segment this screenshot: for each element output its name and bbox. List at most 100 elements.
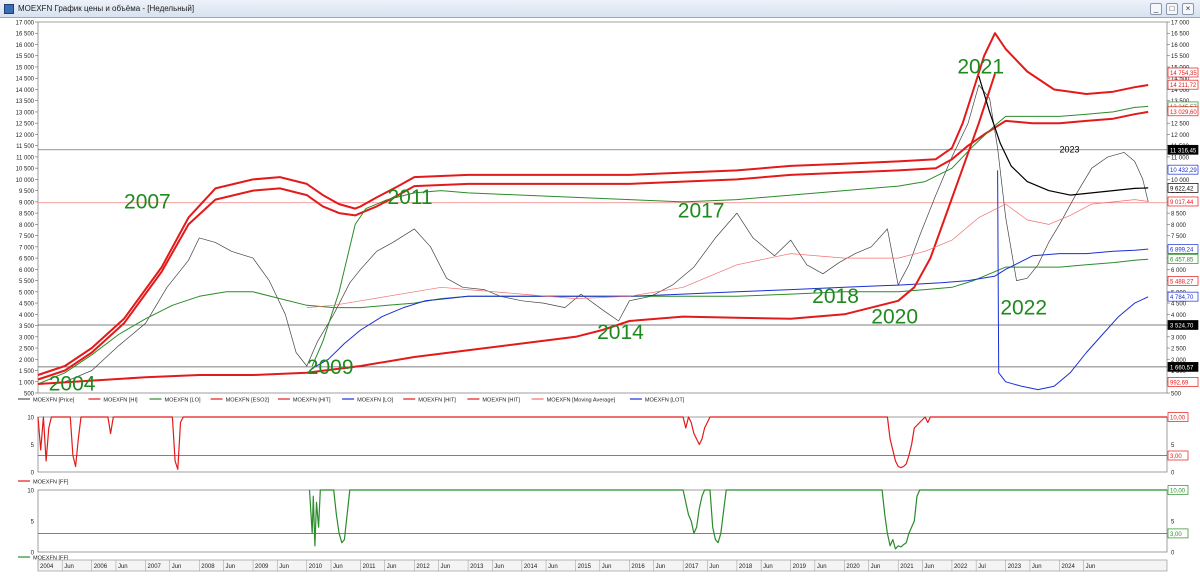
x-tick-label: 2009 [255,564,269,570]
main-pane-frame [37,21,1168,394]
x-tick-label: 2019 [793,564,807,570]
osc-y-tick-label-left: 0 [31,551,35,557]
y-tick-label-left: 5 000 [19,290,35,296]
x-tick-label: 2014 [524,564,538,570]
y-tick-label-left: 8 000 [19,223,35,229]
x-tick-label: Jun [871,564,881,570]
y-tick-label-right: 8 000 [1171,223,1187,229]
legend-entry: MOEXFN [HIT] [418,397,456,403]
price-badge [1167,144,1199,155]
y-tick-label-right: 8 500 [1171,212,1187,218]
price-badge-label: 992,69 [1170,380,1189,386]
x-tick-label: Jun [225,564,235,570]
y-tick-label-right: 7 500 [1171,234,1187,240]
osc-badge-label: 3,00 [1170,454,1182,460]
price-badge-label: 14 754,35 [1170,71,1197,77]
y-tick-label-left: 8 500 [19,212,35,218]
x-tick-label: Jun [494,564,504,570]
y-tick-label-left: 6 500 [19,257,35,263]
window-title: MOEXFN График цены и объёма - [Недельный… [18,4,195,13]
y-tick-label-left: 10 500 [16,167,35,173]
year-annotation: 2020 [871,305,918,328]
series-line [37,32,1149,376]
legend-entry: MOEXFN [LO] [165,397,201,403]
osc-y-tick-label-right: 5 [1171,443,1175,449]
legend-entry: MOEXFN [Price] [33,397,75,403]
y-tick-label-right: 4 000 [1171,313,1187,319]
y-tick-label-right: 12 500 [1171,122,1190,128]
x-tick-label: 2010 [309,564,323,570]
y-tick-label-left: 11 500 [16,144,35,150]
close-button[interactable]: × [1182,3,1194,15]
y-tick-label-left: 7 500 [19,234,35,240]
maximize-button[interactable]: □ [1166,3,1178,15]
series-line [306,199,1149,308]
x-tick-label: Jun [441,564,451,570]
x-tick-label: 2021 [900,564,914,570]
x-tick-label: Jun [817,564,827,570]
y-tick-label-right: 16 500 [1171,32,1190,38]
series-line [997,170,1149,391]
osc-legend-entry: MOEXFN [FF] [33,555,69,561]
x-tick-label: Jun [64,564,74,570]
x-tick-label: Jun [548,564,558,570]
osc-y-tick-label-left: 10 [27,489,34,495]
window-titlebar: MOEXFN График цены и объёма - [Недельный… [0,0,1200,18]
year-annotation: 2011 [387,186,432,209]
y-tick-label-left: 9 500 [19,189,35,195]
osc-series-line [37,416,1167,470]
y-tick-label-right: 1 500 [1171,369,1187,375]
y-tick-label-right: 2 000 [1171,358,1187,364]
series-line [37,73,996,385]
x-tick-label: 2016 [631,564,645,570]
x-tick-label: 2023 [1008,564,1022,570]
x-tick-label: Jun [602,564,612,570]
osc-badge [1167,528,1189,539]
osc-legend-entry: MOEXFN [FF] [33,479,69,485]
y-tick-label-left: 13 500 [16,99,35,105]
x-tick-label: 2004 [40,564,54,570]
y-tick-label-left: 3 000 [19,335,35,341]
x-tick-label: 2024 [1061,564,1075,570]
price-badge-label: 11 316,45 [1170,148,1197,154]
year-annotation: 2014 [597,321,644,344]
osc-y-tick-label-left: 0 [31,471,35,477]
y-tick-label-right: 17 000 [1171,21,1190,27]
price-badge [1167,67,1199,78]
price-badge-label: 14 211,72 [1170,83,1197,89]
y-tick-label-left: 10 000 [16,178,35,184]
y-tick-label-left: 1 000 [19,380,35,386]
x-tick-label: 2015 [578,564,592,570]
x-tick-label: Jun [924,564,934,570]
y-tick-label-left: 1 500 [19,369,35,375]
price-badge [1167,183,1199,193]
price-badge [1167,320,1199,330]
y-tick-label-left: 15 000 [16,65,35,71]
y-tick-label-left: 4 500 [19,302,35,308]
x-tick-label: 2020 [846,564,860,570]
y-tick-label-left: 9 000 [19,200,35,206]
y-tick-label-right: 12 000 [1171,133,1190,139]
legend-entry: MOEXFN [HI] [103,397,138,403]
legend-entry: MOEXFN [HIT] [482,397,520,403]
osc-y-tick-label-right: 0 [1171,551,1175,557]
y-tick-label-right: 16 000 [1171,43,1190,49]
x-tick-label: 2022 [954,564,968,570]
y-tick-label-right: 11 000 [1171,155,1190,161]
year-annotation: 2022 [1000,296,1047,319]
y-tick-label-left: 12 500 [16,122,35,128]
series-line [311,248,1149,369]
y-tick-label-left: 17 000 [16,21,35,27]
series-line [311,105,1149,367]
x-tick-label: Jun [172,564,182,570]
x-tick-label: 2013 [470,564,484,570]
minimize-button[interactable]: _ [1150,3,1162,15]
price-badge [1167,275,1199,286]
y-tick-label-right: 4 500 [1171,302,1187,308]
year-annotation: 2009 [307,356,354,379]
price-badge-label: 9 017,44 [1170,200,1194,206]
legend-entry: MOEXFN [Moving Average] [547,397,616,403]
